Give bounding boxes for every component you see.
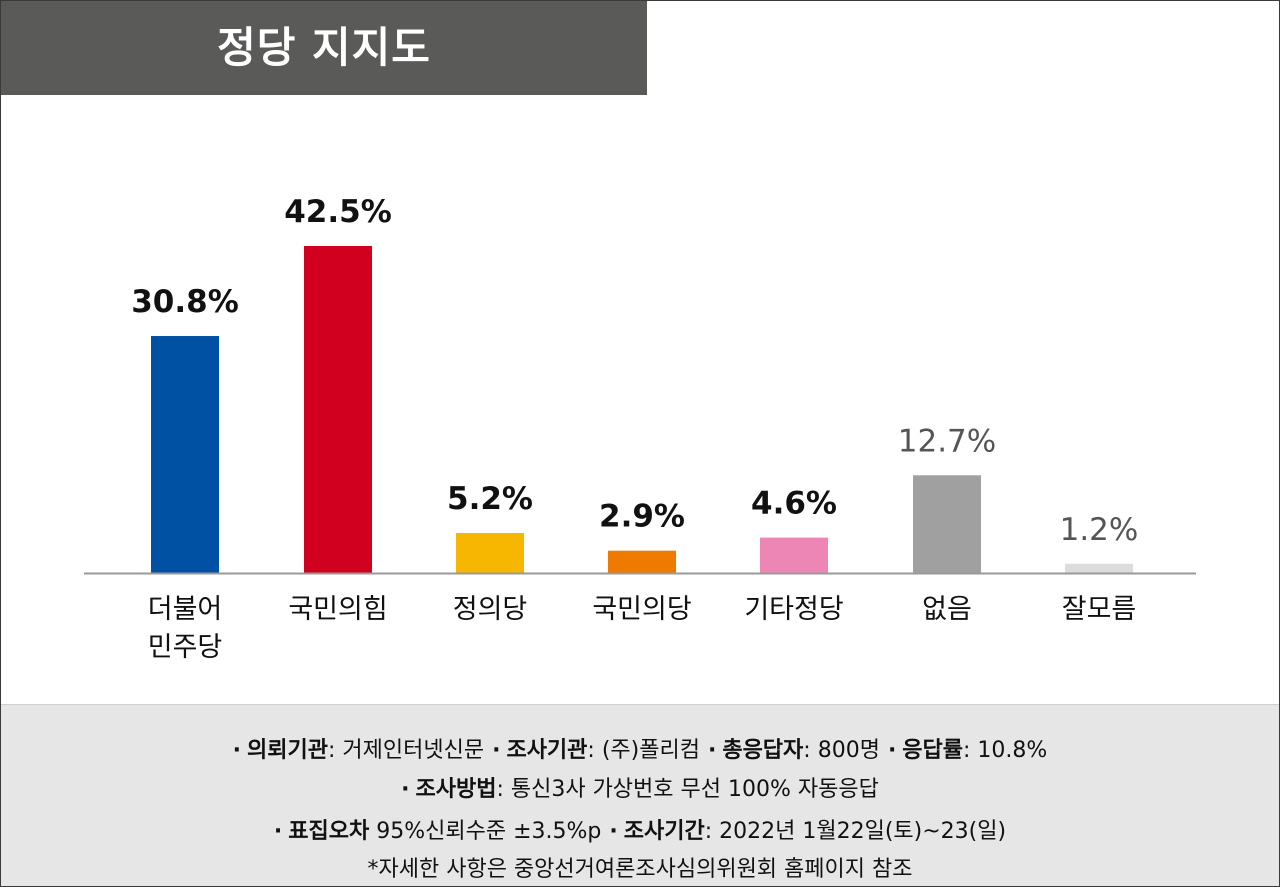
category-label-1-0: 국민의힘 xyxy=(288,594,387,625)
bar-0 xyxy=(151,336,219,573)
category-label-0-0: 더불어 xyxy=(148,594,223,625)
survey-info-footer: · 의뢰기관: 거제인터넷신문 · 조사기관: (주)폴리컴 · 총응답자: 800명 · 응… xyxy=(1,704,1279,886)
data-label-4: 4.6% xyxy=(751,486,837,522)
footer-key-1-0: 의뢰기관 xyxy=(247,738,328,763)
bar-4 xyxy=(760,537,828,573)
footer-key-1-3: 응답률 xyxy=(902,738,964,763)
data-label-6: 1.2% xyxy=(1060,512,1139,548)
bar-2 xyxy=(456,532,524,573)
footer-bullet: · xyxy=(887,738,897,763)
footer-bullet: · xyxy=(707,738,717,763)
bar-6 xyxy=(1065,563,1133,573)
data-label-0: 30.8% xyxy=(131,284,239,320)
footer-note: *자세한 사항은 중앙선거여론조사심의위원회 홈페이지 참조 xyxy=(367,857,913,882)
chart-title: 정당 지지도 xyxy=(217,23,431,72)
footer-bullet: · xyxy=(273,819,283,844)
category-label-5-0: 없음 xyxy=(922,594,972,625)
footer-bullet: · xyxy=(232,738,242,763)
category-label-2-0: 정의당 xyxy=(453,594,528,625)
footer-bullet: · xyxy=(492,738,501,763)
category-label-4-0: 기타정당 xyxy=(744,594,843,625)
footer-value-3-0: 95%신뢰수준 ±3.5%p xyxy=(369,819,602,844)
footer-key-1-1: 조사기관 xyxy=(506,738,588,763)
data-label-3: 2.9% xyxy=(599,499,685,535)
bar-1 xyxy=(304,246,372,573)
category-label-0-1: 민주당 xyxy=(148,632,223,663)
data-label-2: 5.2% xyxy=(447,481,533,517)
footer-key-1-2: 총응답자 xyxy=(722,738,804,763)
footer-value-3-1: : 2022년 1월22일(토)~23(일) xyxy=(704,819,1007,844)
category-label-6-0: 잘모름 xyxy=(1062,594,1137,625)
category-label-3-0: 국민의당 xyxy=(592,594,691,625)
footer-key-3-1: 조사기간 xyxy=(623,819,705,844)
footer-bullet: · xyxy=(609,819,618,844)
footer-bullet: · xyxy=(401,777,410,802)
data-label-5: 12.7% xyxy=(898,423,996,459)
footer-value-1-0: : 거제인터넷신문 xyxy=(328,738,485,763)
footer-key-3-0: 표집오차 xyxy=(288,819,370,844)
footer-line-2: · 조사방법: 통신3사 가상번호 무선 100% 자동응답 xyxy=(1,771,1279,803)
footer-value-1-1: : (주)폴리컴 xyxy=(587,738,700,763)
footer-line-3: · 표집오차 95%신뢰수준 ±3.5%p · 조사기간: 2022년 1월22일(토… xyxy=(1,813,1279,845)
footer-value-1-2: : 800명 xyxy=(803,738,880,763)
footer-value-2-0: : 통신3사 가상번호 무선 100% 자동응답 xyxy=(496,777,879,802)
footer-value-1-3: : 10.8% xyxy=(963,738,1048,763)
bar-5 xyxy=(913,475,981,573)
footer-key-2-0: 조사방법 xyxy=(415,777,497,802)
title-bar: 정당 지지도 xyxy=(1,1,647,95)
footer-line-1: · 의뢰기관: 거제인터넷신문 · 조사기관: (주)폴리컴 · 총응답자: 800명 · 응… xyxy=(1,732,1279,764)
data-label-1: 42.5% xyxy=(284,194,392,230)
bar-3 xyxy=(608,550,676,573)
